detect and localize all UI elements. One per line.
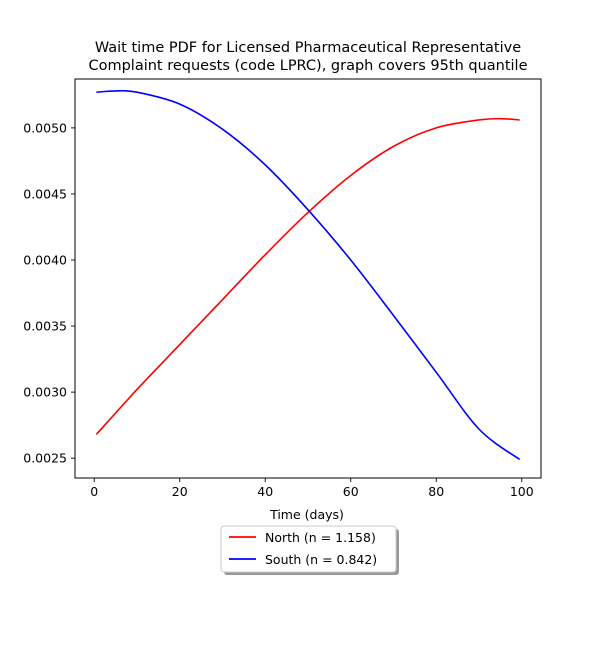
- legend-box: [220, 525, 397, 573]
- y-tick-label: 0.0040: [23, 253, 67, 268]
- y-tick-label: 0.0030: [23, 385, 67, 400]
- y-tick-label: 0.0050: [23, 120, 67, 135]
- x-tick-label: 40: [257, 484, 273, 499]
- plot-area-frame: [74, 78, 542, 479]
- legend-label-south: South (n = 0.842): [265, 552, 377, 567]
- y-tick-label: 0.0035: [23, 319, 67, 334]
- x-tick-label: 100: [510, 484, 534, 499]
- x-axis-ticks: 0 20 40 60 80 100: [90, 478, 534, 499]
- x-tick-label: 0: [90, 484, 98, 499]
- y-axis-ticks: 0.0025 0.0030 0.0035 0.0040 0.0045 0.0050: [23, 120, 75, 466]
- legend: North (n = 1.158) South (n = 0.842): [220, 525, 399, 575]
- y-tick-label: 0.0025: [23, 451, 67, 466]
- x-tick-label: 80: [428, 484, 444, 499]
- y-tick-label: 0.0045: [23, 186, 67, 201]
- legend-label-north: North (n = 1.158): [265, 530, 376, 545]
- x-tick-label: 60: [343, 484, 359, 499]
- series-line-south: [96, 89, 521, 461]
- x-tick-label: 20: [172, 484, 188, 499]
- x-axis-label: Time (days): [269, 507, 344, 522]
- series-line-north: [95, 117, 520, 435]
- series-layer: [95, 89, 521, 461]
- chart-title-line-1: Wait time PDF for Licensed Pharmaceutica…: [95, 40, 521, 56]
- chart-title-line-2: Complaint requests (code LPRC), graph co…: [88, 58, 527, 74]
